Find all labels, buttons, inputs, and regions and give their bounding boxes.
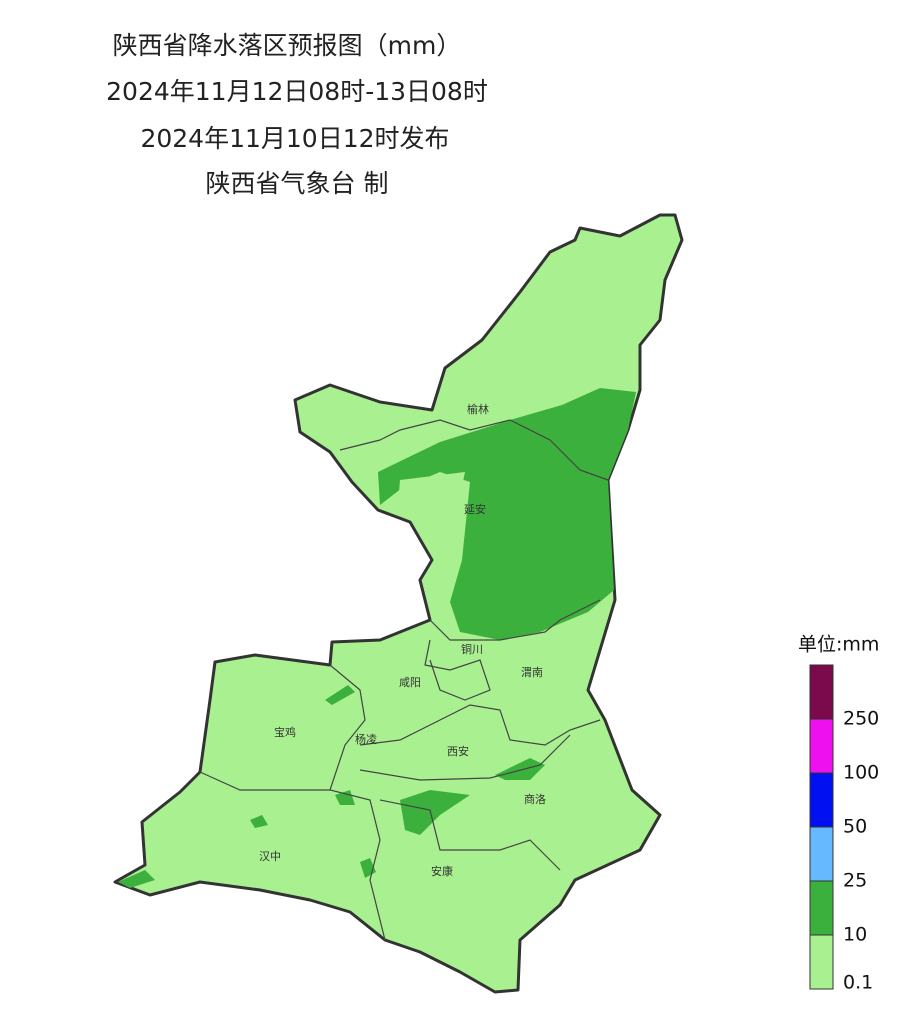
legend-label: 25 (843, 870, 867, 892)
legend: 250 100 50 25 10 0.1 (809, 664, 879, 994)
legend-swatch (809, 718, 834, 774)
province-shape (113, 213, 684, 994)
issue-time: 2024年11月10日12时发布 (140, 124, 449, 153)
rain-patch (118, 870, 155, 888)
rain-patch (325, 685, 355, 705)
city-label: 榆林 (467, 402, 489, 416)
map (113, 213, 684, 994)
legend-label: 50 (843, 816, 867, 838)
city-label: 宝鸡 (274, 725, 296, 739)
rain-10-25-area (378, 388, 636, 640)
border (359, 734, 571, 781)
rain-patch (495, 758, 545, 780)
legend-label: 250 (843, 708, 879, 730)
legend-swatch (809, 826, 834, 882)
legend-label: 0.1 (843, 972, 873, 994)
legend-swatch (809, 664, 834, 720)
border (199, 771, 330, 791)
light-patch (398, 472, 465, 550)
legend-label: 100 (843, 762, 879, 784)
city-label: 安康 (431, 864, 453, 878)
city-label: 商洛 (524, 792, 546, 806)
border (359, 704, 601, 746)
city-label: 渭南 (521, 666, 543, 679)
legend-swatch (809, 880, 834, 936)
legend-swatch (809, 934, 834, 990)
border (339, 419, 609, 481)
legend-label: 10 (843, 924, 867, 946)
title: 陕西省降水落区预报图（mm） (113, 31, 462, 60)
border (379, 799, 561, 871)
city-label: 汉中 (259, 850, 281, 863)
rain-patch (400, 790, 470, 835)
city-label: 咸阳 (399, 676, 421, 689)
rain-patch (250, 815, 268, 828)
city-label: 杨凌 (355, 732, 377, 746)
city-borders (199, 419, 609, 941)
border (424, 639, 491, 701)
legend-swatch (809, 772, 834, 828)
city-label: 铜川 (461, 642, 483, 656)
border (429, 599, 601, 641)
subtitle: 2024年11月12日08时-13日08时 (106, 77, 488, 106)
city-label: 西安 (447, 744, 469, 758)
rain-patch (335, 790, 355, 805)
city-label: 延安 (464, 502, 486, 516)
issuer: 陕西省气象台 制 (206, 169, 389, 198)
legend-title: 单位:mm (798, 634, 879, 656)
